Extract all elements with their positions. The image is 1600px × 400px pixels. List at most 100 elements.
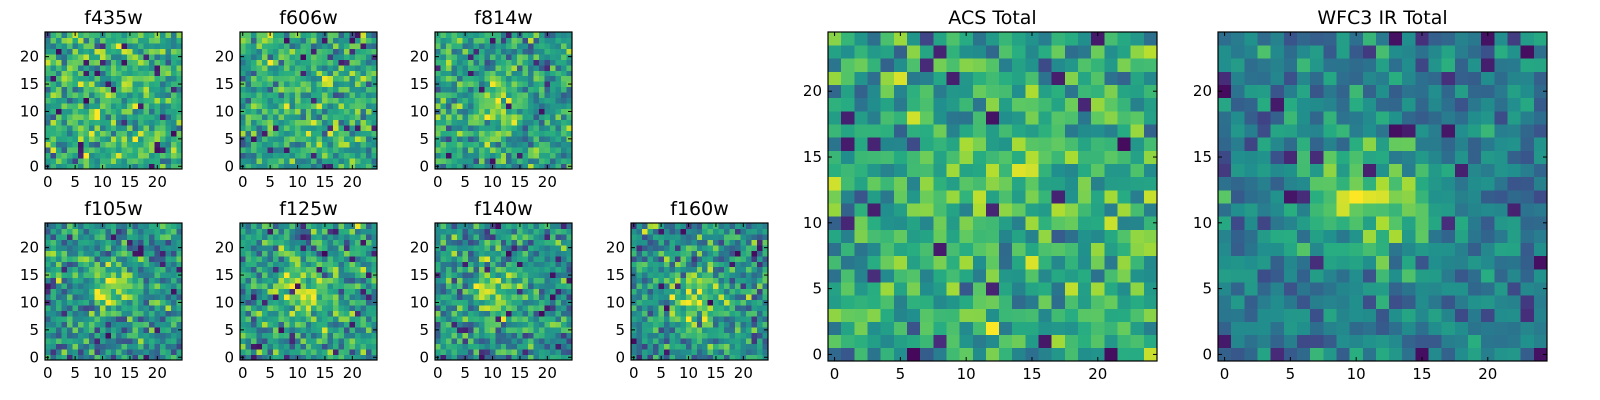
heatmap-cell — [555, 343, 562, 350]
heatmap-cell — [278, 255, 285, 262]
heatmap-cell — [267, 48, 274, 55]
heatmap-cell — [66, 338, 73, 344]
heatmap-cell — [344, 136, 350, 142]
heatmap-cell — [561, 119, 567, 126]
heatmap-cell — [489, 103, 496, 110]
heatmap-cell — [360, 108, 367, 115]
heatmap-cell — [99, 64, 106, 71]
heatmap-cell — [478, 42, 485, 49]
heatmap-cell — [636, 349, 643, 355]
heatmap-cell — [1025, 334, 1039, 349]
heatmap-cell — [256, 349, 263, 355]
heatmap-cell — [539, 316, 545, 323]
heatmap-cell — [66, 114, 73, 121]
heatmap-cell — [110, 316, 117, 323]
heatmap-cell — [116, 327, 123, 333]
heatmap-cell — [500, 233, 507, 240]
heatmap-cell — [473, 272, 480, 279]
heatmap-cell — [121, 152, 128, 159]
heatmap-cell — [366, 75, 372, 82]
heatmap-cell — [718, 316, 725, 323]
heatmap-cell — [691, 272, 698, 279]
heatmap-cell — [1117, 334, 1132, 349]
heatmap-cell — [349, 125, 356, 132]
heatmap-cell — [322, 310, 329, 317]
heatmap-cell — [636, 272, 643, 279]
heatmap-cell — [138, 354, 145, 361]
heatmap-cell — [99, 136, 106, 142]
heatmap-cell — [256, 299, 263, 306]
heatmap-cell — [294, 48, 301, 55]
heatmap-cell — [456, 233, 463, 240]
heatmap-cell — [550, 163, 556, 170]
heatmap-cell — [972, 216, 987, 230]
heatmap-cell — [959, 282, 974, 296]
heatmap-cell — [478, 64, 485, 71]
x-tick-label: 0 — [238, 173, 248, 191]
heatmap-cell — [344, 261, 350, 268]
heatmap-cell — [289, 316, 296, 323]
heatmap-cell — [539, 354, 545, 361]
heatmap-cell — [544, 338, 551, 344]
heatmap-cell — [72, 42, 79, 49]
heatmap-cell — [311, 48, 318, 55]
heatmap-cell — [674, 338, 681, 344]
heatmap-cell — [322, 53, 329, 60]
heatmap-cell — [322, 266, 329, 273]
heatmap-cell — [305, 327, 312, 333]
heatmap-cell — [355, 125, 361, 132]
heatmap-cell — [478, 70, 485, 77]
heatmap-cell — [544, 81, 551, 88]
heatmap-cell — [316, 152, 323, 159]
heatmap-cell — [349, 332, 356, 339]
heatmap-cell — [746, 327, 752, 333]
heatmap-cell — [267, 250, 274, 257]
heatmap-cell — [841, 150, 855, 164]
heatmap-cell — [322, 305, 329, 312]
heatmap-cell — [533, 294, 540, 301]
heatmap-cell — [854, 176, 868, 191]
heatmap-cell — [478, 75, 485, 82]
heatmap-cell — [462, 53, 469, 60]
heatmap-cell — [127, 250, 134, 257]
heatmap-cell — [544, 158, 551, 164]
heatmap-cell — [149, 305, 155, 312]
heatmap-cell — [511, 48, 518, 55]
heatmap-cell — [1064, 255, 1079, 270]
heatmap-cell — [1104, 334, 1118, 349]
heatmap-cell — [322, 299, 329, 306]
heatmap-cell — [327, 48, 334, 55]
heatmap-cell — [561, 250, 567, 257]
heatmap-cell — [99, 332, 106, 339]
heatmap-cell — [110, 255, 117, 262]
heatmap-cell — [349, 53, 356, 60]
heatmap-cell — [500, 338, 507, 344]
heatmap-cell — [55, 37, 62, 44]
heatmap-cell — [663, 349, 670, 355]
heatmap-cell — [652, 266, 659, 273]
heatmap-cell — [841, 242, 855, 257]
heatmap-cell — [440, 261, 447, 268]
heatmap-cell — [311, 75, 318, 82]
heatmap-cell — [440, 114, 447, 121]
heatmap-cell — [261, 255, 268, 262]
heatmap-cell — [272, 233, 279, 240]
heatmap-cell — [366, 354, 372, 361]
heatmap-cell — [740, 228, 747, 235]
heatmap-cell — [757, 250, 763, 257]
heatmap-cell — [893, 163, 908, 178]
heatmap-cell — [561, 223, 567, 229]
heatmap-cell — [160, 228, 166, 235]
heatmap-cell — [61, 92, 68, 99]
heatmap-cell — [143, 37, 150, 44]
heatmap-cell — [445, 294, 452, 301]
heatmap-cell — [484, 250, 491, 257]
heatmap-cell — [171, 48, 177, 55]
heatmap-cell — [647, 294, 654, 301]
heatmap-cell — [435, 305, 441, 312]
heatmap-cell — [456, 327, 463, 333]
heatmap-cell — [1091, 334, 1105, 349]
heatmap-cell — [751, 288, 758, 295]
heatmap-cell — [250, 119, 257, 126]
heatmap-cell — [261, 42, 268, 49]
